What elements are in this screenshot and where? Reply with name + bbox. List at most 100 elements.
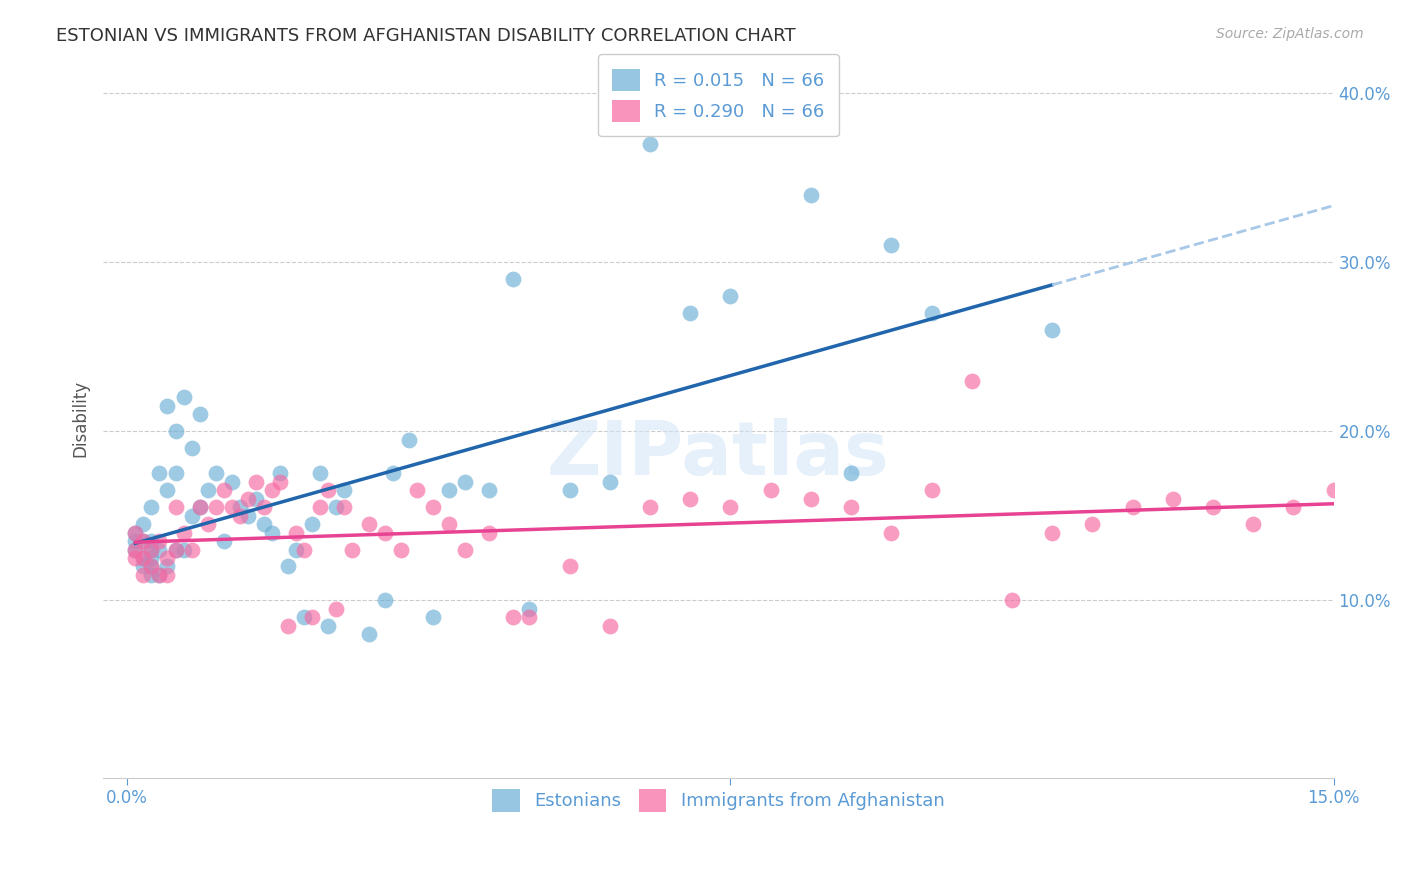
Point (132, 534, 155, 549)
Point (165, 467, 187, 481)
Point (156, 399, 179, 413)
Point (124, 525, 146, 540)
Point (437, 483, 460, 498)
Point (141, 542, 163, 557)
Point (309, 467, 332, 481)
Point (398, 433, 420, 447)
Point (301, 517, 323, 532)
Point (558, 559, 581, 574)
Point (318, 483, 340, 498)
Point (519, 601, 541, 615)
Point (269, 467, 291, 481)
Point (800, 187, 823, 202)
Point (759, 483, 782, 498)
Point (132, 551, 155, 566)
Point (679, 491, 702, 506)
Point (1040, 525, 1063, 540)
Point (318, 618, 340, 632)
Point (148, 567, 170, 582)
Point (502, 610, 524, 624)
Point (165, 542, 187, 557)
Point (180, 508, 202, 523)
Point (188, 500, 211, 515)
Point (197, 483, 219, 498)
Point (124, 525, 146, 540)
Point (173, 542, 195, 557)
Point (124, 551, 146, 566)
Point (839, 500, 862, 515)
Point (921, 483, 943, 498)
Point (389, 542, 412, 557)
Point (921, 306, 943, 320)
Point (148, 534, 170, 549)
Point (599, 475, 621, 489)
Point (245, 475, 267, 489)
Point (1122, 500, 1144, 515)
Point (180, 542, 202, 557)
Point (173, 525, 195, 540)
Point (1081, 517, 1104, 532)
Point (1202, 500, 1225, 515)
Point (1001, 593, 1024, 607)
Point (204, 467, 226, 481)
Point (599, 618, 621, 632)
Point (165, 424, 187, 438)
Point (437, 517, 460, 532)
Point (478, 483, 501, 498)
Point (212, 534, 235, 549)
Point (1161, 491, 1184, 506)
Point (1040, 323, 1063, 337)
Point (269, 475, 291, 489)
Point (285, 525, 308, 540)
Point (124, 534, 146, 549)
Point (141, 542, 163, 557)
Point (720, 289, 742, 303)
Point (141, 500, 163, 515)
Point (124, 542, 146, 557)
Point (132, 534, 155, 549)
Point (148, 467, 170, 481)
Point (165, 500, 187, 515)
Point (148, 567, 170, 582)
Text: Source: ZipAtlas.com: Source: ZipAtlas.com (1216, 27, 1364, 41)
Point (880, 238, 903, 252)
Point (960, 374, 983, 388)
Point (188, 500, 211, 515)
Point (132, 517, 155, 532)
Point (236, 491, 259, 506)
Legend: Estonians, Immigrants from Afghanistan: Estonians, Immigrants from Afghanistan (478, 775, 959, 826)
Point (277, 559, 299, 574)
Point (638, 500, 661, 515)
Point (148, 542, 170, 557)
Point (720, 500, 742, 515)
Point (173, 391, 195, 405)
Point (800, 491, 823, 506)
Point (333, 500, 356, 515)
Point (374, 525, 396, 540)
Point (212, 483, 235, 498)
Point (141, 559, 163, 574)
Point (229, 500, 252, 515)
Point (357, 627, 380, 641)
Point (156, 551, 179, 566)
Point (374, 593, 396, 607)
Point (132, 567, 155, 582)
Point (422, 500, 444, 515)
Point (309, 500, 332, 515)
Point (156, 567, 179, 582)
Point (292, 542, 315, 557)
Point (132, 559, 155, 574)
Point (422, 610, 444, 624)
Text: ESTONIAN VS IMMIGRANTS FROM AFGHANISTAN DISABILITY CORRELATION CHART: ESTONIAN VS IMMIGRANTS FROM AFGHANISTAN … (56, 27, 796, 45)
Point (381, 467, 404, 481)
Point (253, 517, 276, 532)
Point (236, 508, 259, 523)
Point (1323, 483, 1346, 498)
Point (679, 306, 702, 320)
Point (478, 525, 501, 540)
Text: ZIPatlas: ZIPatlas (547, 418, 890, 491)
Point (156, 559, 179, 574)
Point (292, 610, 315, 624)
Point (519, 610, 541, 624)
Point (839, 467, 862, 481)
